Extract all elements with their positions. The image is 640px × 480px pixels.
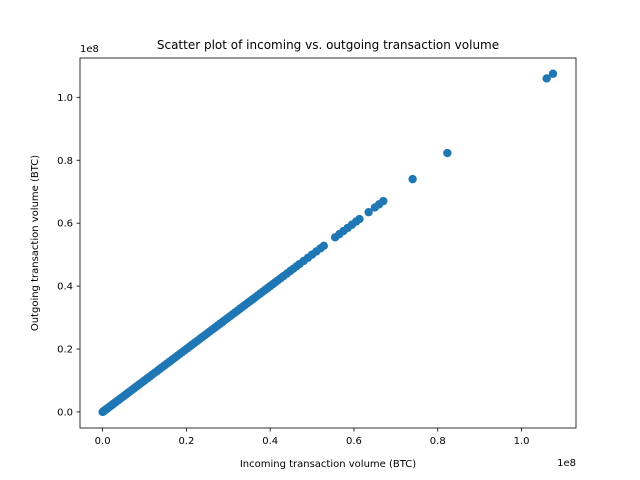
scatter-point — [542, 74, 551, 83]
scatter-point — [408, 174, 417, 184]
y-tick-label: 0.2 — [57, 345, 73, 356]
x-axis-ticks: 0.0 0.2 0.4 0.6 0.8 1.0 — [95, 428, 530, 447]
y-tick-label: 0.4 — [57, 282, 73, 293]
y-axis-ticks: 0.0 0.2 0.4 0.6 0.8 1.0 — [57, 93, 80, 418]
y-offset-text: 1e8 — [80, 44, 99, 55]
x-tick-label: 0.0 — [95, 436, 111, 447]
scatter-point — [364, 207, 373, 217]
y-tick-label: 0.0 — [57, 407, 73, 418]
y-tick-label: 0.8 — [57, 156, 73, 167]
scatter-point — [443, 148, 452, 158]
x-tick-label: 0.2 — [178, 436, 194, 447]
x-tick-label: 0.8 — [430, 436, 446, 447]
scatter-point — [548, 69, 558, 78]
scatter-point — [355, 214, 364, 224]
points-layer — [98, 69, 558, 417]
scatter-point — [319, 241, 329, 251]
x-tick-label: 1.0 — [514, 436, 530, 447]
y-tick-label: 0.6 — [57, 219, 73, 230]
y-axis-label: Outgoing transaction volume (BTC) — [30, 155, 41, 331]
x-offset-text: 1e8 — [557, 458, 576, 469]
chart-title: Scatter plot of incoming vs. outgoing tr… — [157, 38, 499, 52]
plot-frame — [79, 57, 577, 429]
x-axis-label: Incoming transaction volume (BTC) — [240, 459, 416, 470]
x-tick-label: 0.6 — [346, 436, 362, 447]
scatter-point — [379, 196, 388, 206]
y-tick-label: 1.0 — [57, 93, 73, 104]
x-tick-label: 0.4 — [262, 436, 278, 447]
